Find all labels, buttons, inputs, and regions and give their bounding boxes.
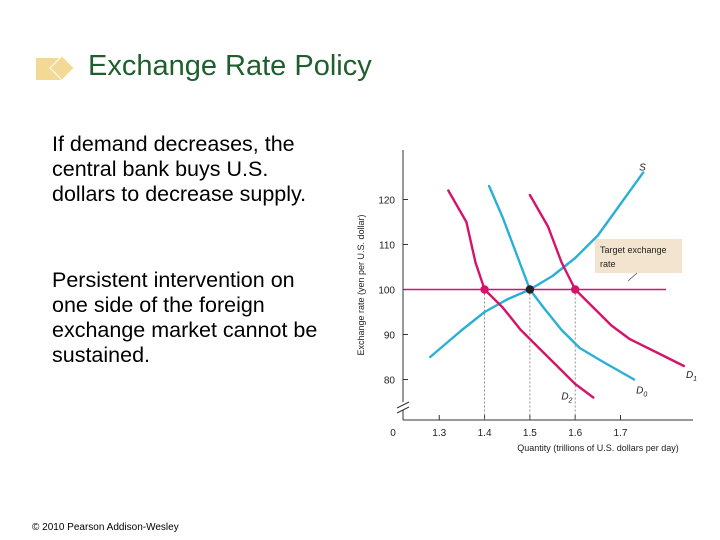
curve-label-d0: D0 (636, 386, 647, 399)
curve-label-subscript: 1 (693, 376, 697, 383)
target-label-line-2: rate (600, 259, 616, 269)
title-decoration (36, 50, 76, 81)
curve-label-s: S (639, 163, 646, 174)
curve-d1 (528, 193, 686, 368)
curve-label-subscript: 0 (643, 392, 647, 399)
equilibrium-point (525, 285, 535, 294)
axis-break-mark-2 (396, 406, 410, 414)
y-tick-label: 100 (378, 286, 395, 297)
x-tick-label: 1.7 (614, 428, 628, 439)
target-label-pointer (627, 272, 638, 282)
x-tick-label: 1.6 (568, 428, 582, 439)
y-tick-label: 120 (378, 196, 395, 207)
x-tick-label: 1.3 (432, 428, 446, 439)
curve-label-d1: D1 (686, 370, 697, 383)
curve-d0 (487, 184, 636, 381)
y-axis-label: Exchange rate (yen per U.S. dollar) (356, 214, 366, 355)
equilibrium-point (570, 285, 580, 294)
curve-label-d2: D2 (561, 392, 572, 405)
curve-s (428, 171, 645, 359)
x-tick-label: 0 (390, 428, 396, 439)
paragraph-demand-decrease: If demand decreases, the central bank bu… (52, 132, 307, 206)
target-label-box (595, 239, 682, 273)
paragraph-persistent-intervention: Persistent intervention on one side of t… (52, 268, 318, 367)
equilibrium-point (480, 285, 489, 294)
x-tick-label: 1.5 (523, 428, 537, 439)
y-tick-label: 110 (379, 241, 395, 252)
x-tick-label: 1.4 (478, 428, 492, 439)
x-axis-label: Quantity (trillions of U.S. dollars per … (517, 443, 679, 453)
curve-label-subscript: 2 (568, 398, 573, 405)
copyright-note: © 2010 Pearson Addison-Wesley (32, 522, 179, 533)
axis-break-mark-1 (396, 401, 410, 409)
curve-d2 (447, 189, 595, 399)
slide-title: Exchange Rate Policy (88, 50, 372, 82)
y-tick-label: 80 (384, 376, 396, 387)
target-label-line-1: Target exchange (600, 245, 667, 255)
y-tick-label: 90 (384, 331, 396, 342)
